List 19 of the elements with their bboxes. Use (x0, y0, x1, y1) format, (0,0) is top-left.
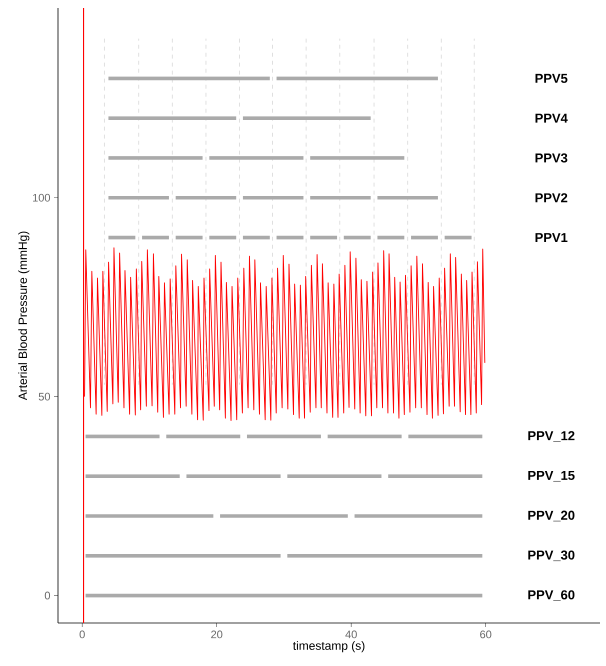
y-tick-label: 0 (44, 592, 50, 600)
text: PPV_20 (528, 510, 574, 522)
text: PPV_12 (528, 431, 574, 442)
text: PPV2 (536, 193, 568, 202)
x-tick-label: 40 (345, 630, 357, 638)
text: PPV5 (536, 74, 568, 83)
y-tick-label: 100 (33, 194, 50, 202)
x-axis-title: timestamp (s) (292, 641, 364, 652)
y-tick-label: 50 (38, 392, 50, 401)
x-tick-label: 20 (211, 630, 222, 638)
text: PPV1 (536, 233, 568, 242)
text: PPV_60 (528, 590, 574, 601)
x-tick-label: 60 (480, 630, 492, 638)
text: PPV_15 (528, 470, 575, 482)
text: PPV4 (536, 114, 568, 123)
text: PPV_30 (528, 550, 574, 562)
y-axis-title: Arterial Blood Pressure (mmHg) (18, 232, 30, 400)
x-tick-label: 0 (80, 630, 85, 638)
text: PPV3 (536, 153, 568, 163)
